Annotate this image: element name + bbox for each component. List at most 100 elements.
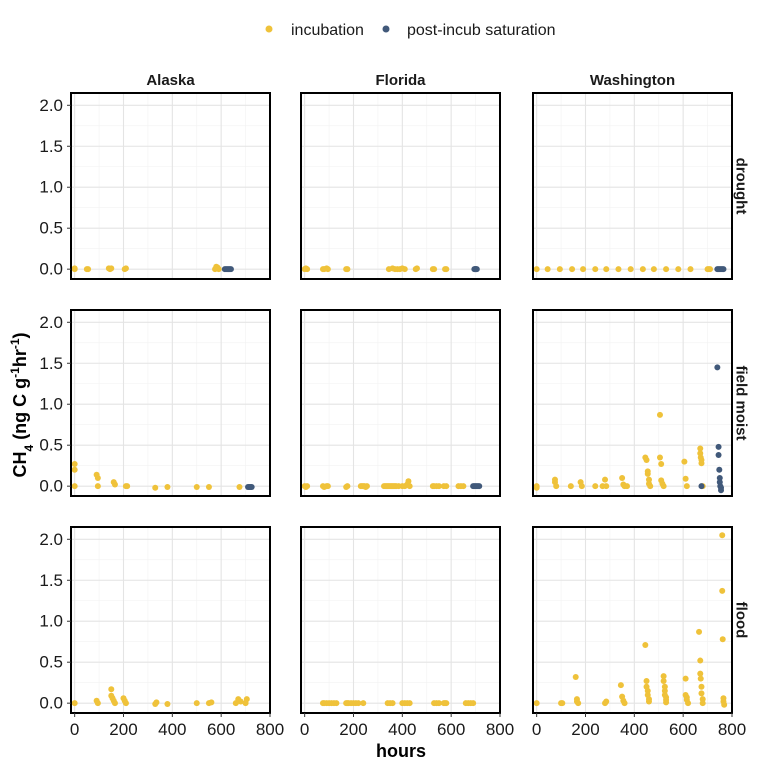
panel-alaska-drought: 0.0 0.5 1.0 1.5 2.0 [39, 92, 271, 280]
point-incubation [639, 266, 646, 273]
y-tick-label: 2.0 [39, 313, 63, 332]
y-tick-label: 2.0 [39, 530, 63, 549]
point-incubation [572, 673, 579, 680]
x-tick-label: 600 [207, 720, 235, 739]
point-incubation [650, 266, 657, 273]
panel-border [532, 92, 733, 280]
legend-label-post-incub-saturation: post-incub saturation [407, 22, 556, 39]
row-title-field-moist: field moist [733, 365, 750, 440]
point-incubation [658, 461, 665, 468]
panel-florida-field-moist [300, 309, 501, 497]
point-incubation [675, 266, 682, 273]
point-incubation [406, 483, 413, 490]
panel-border [70, 309, 271, 497]
point-incubation [603, 483, 610, 490]
point-incubation [683, 483, 690, 490]
legend-label-incubation: incubation [291, 22, 364, 39]
x-axis-title: hours [376, 741, 426, 761]
panel-alaska-field-moist: 0.0 0.5 1.0 1.5 2.0 [39, 309, 271, 497]
point-post-incub-saturation [716, 466, 723, 473]
point-incubation [644, 470, 651, 477]
point-post-incub-saturation [698, 483, 705, 490]
point-incubation [355, 700, 362, 707]
point-incubation [71, 483, 78, 490]
point-incubation [707, 266, 714, 273]
point-post-incub-saturation [476, 483, 483, 490]
panel-alaska-flood: 0.0 0.5 1.0 1.5 2.0 0 200 400 600 800 [39, 526, 284, 739]
point-incubation [405, 478, 412, 485]
point-incubation [578, 483, 585, 490]
x-tick-label: 800 [718, 720, 746, 739]
point-incubation [697, 670, 704, 677]
point-incubation [304, 483, 311, 490]
point-incubation [697, 445, 704, 452]
point-incubation [85, 266, 92, 273]
y-tick-label: 1.0 [39, 178, 63, 197]
point-incubation [108, 686, 115, 693]
x-tick-label: 0 [300, 720, 309, 739]
point-incubation [363, 483, 370, 490]
point-incubation [603, 266, 610, 273]
point-incubation [324, 483, 331, 490]
point-incubation [602, 476, 609, 483]
point-incubation [533, 484, 540, 491]
panel-florida-drought [300, 92, 501, 280]
point-incubation [111, 700, 118, 707]
point-incubation [193, 483, 200, 490]
point-incubation [360, 700, 367, 707]
x-tick-label: 0 [70, 720, 79, 739]
point-incubation [344, 266, 351, 273]
panel-border [70, 526, 271, 714]
point-incubation [443, 266, 450, 273]
point-incubation [682, 475, 689, 482]
point-incubation [389, 700, 396, 707]
point-incubation [153, 699, 160, 706]
point-incubation [108, 265, 115, 272]
point-incubation [603, 698, 610, 705]
panel-border [300, 92, 501, 280]
point-incubation [470, 700, 477, 707]
point-incubation [304, 266, 311, 273]
point-incubation [122, 700, 129, 707]
x-tick-label: 600 [669, 720, 697, 739]
point-incubation [617, 682, 624, 689]
y-tick-label: 0.0 [39, 477, 63, 496]
point-incubation [569, 266, 576, 273]
point-incubation [556, 266, 563, 273]
column-title-alaska: Alaska [146, 72, 195, 89]
point-incubation [687, 266, 694, 273]
point-incubation [627, 266, 634, 273]
panel-border [532, 526, 733, 714]
point-post-incub-saturation [473, 266, 480, 273]
y-tick-label: 1.5 [39, 354, 63, 373]
x-tick-label: 200 [571, 720, 599, 739]
point-incubation [164, 700, 171, 707]
point-incubation [663, 266, 670, 273]
x-tick-label: 400 [158, 720, 186, 739]
point-incubation [205, 483, 212, 490]
y-tick-label: 1.0 [39, 395, 63, 414]
panel-washington-drought [532, 92, 733, 280]
y-tick-label: 1.5 [39, 137, 63, 156]
point-incubation [698, 683, 705, 690]
point-post-incub-saturation [227, 266, 234, 273]
point-incubation [164, 483, 171, 490]
point-incubation [431, 266, 438, 273]
y-tick-label: 0.5 [39, 219, 63, 238]
point-incubation [592, 483, 599, 490]
point-incubation [406, 700, 413, 707]
point-incubation [324, 266, 331, 273]
point-incubation [236, 483, 243, 490]
y-tick-label: 0.5 [39, 653, 63, 672]
column-title-florida: Florida [375, 72, 426, 89]
point-incubation [533, 266, 540, 273]
point-incubation [697, 675, 704, 682]
point-incubation [553, 483, 560, 490]
y-tick-label: 1.0 [39, 612, 63, 631]
point-incubation [721, 701, 728, 708]
point-post-incub-saturation [714, 364, 721, 371]
x-tick-label: 400 [388, 720, 416, 739]
point-incubation [94, 700, 101, 707]
point-incubation [643, 456, 650, 463]
